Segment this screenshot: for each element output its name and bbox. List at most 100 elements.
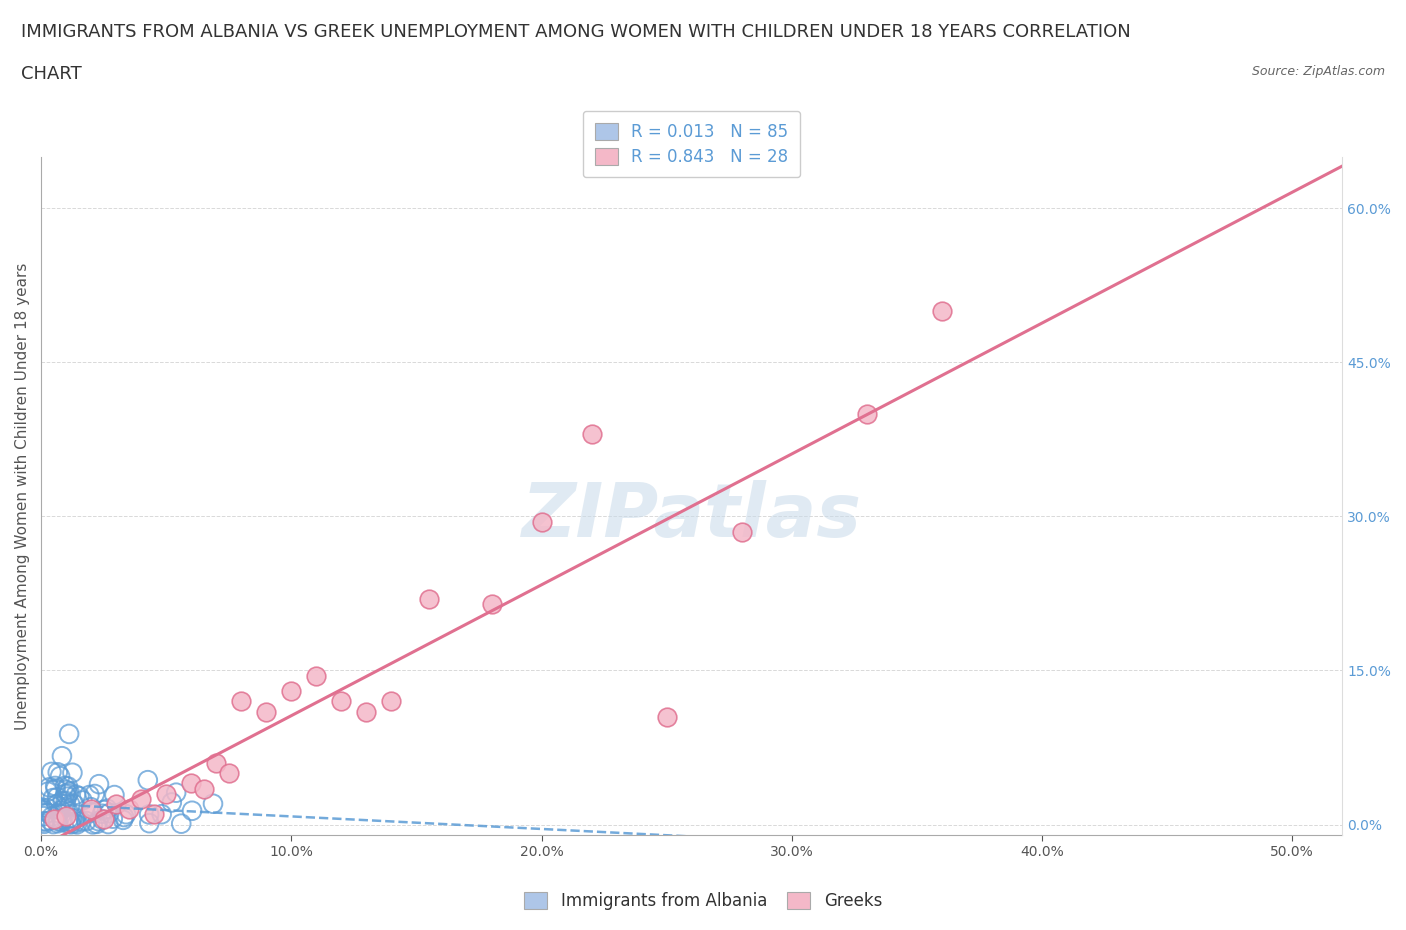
Point — [91, 812, 114, 827]
Point — [48, 805, 70, 820]
Point — [34, 804, 56, 818]
Point — [82, 805, 104, 820]
Point — [856, 406, 879, 421]
Point — [42, 812, 65, 827]
Point — [155, 786, 177, 801]
Point — [37, 801, 59, 816]
Point — [37, 784, 59, 799]
Point — [330, 694, 353, 709]
Point — [118, 802, 141, 817]
Point — [138, 807, 160, 822]
Text: IMMIGRANTS FROM ALBANIA VS GREEK UNEMPLOYMENT AMONG WOMEN WITH CHILDREN UNDER 18: IMMIGRANTS FROM ALBANIA VS GREEK UNEMPLO… — [21, 23, 1130, 41]
Point — [87, 814, 110, 829]
Point — [93, 812, 115, 827]
Point — [136, 773, 159, 788]
Point — [32, 814, 55, 829]
Point — [201, 796, 224, 811]
Point — [58, 786, 80, 801]
Point — [56, 790, 79, 804]
Point — [180, 776, 202, 790]
Legend: R = 0.013   N = 85, R = 0.843   N = 28: R = 0.013 N = 85, R = 0.843 N = 28 — [583, 111, 800, 178]
Point — [91, 806, 114, 821]
Point — [142, 807, 165, 822]
Point — [49, 769, 72, 784]
Point — [112, 813, 135, 828]
Point — [380, 694, 402, 709]
Point — [60, 817, 83, 831]
Point — [72, 793, 94, 808]
Point — [53, 787, 76, 802]
Point — [218, 765, 240, 780]
Point — [60, 815, 83, 830]
Point — [254, 704, 277, 719]
Text: CHART: CHART — [21, 65, 82, 83]
Point — [165, 785, 187, 800]
Point — [55, 809, 77, 824]
Point — [170, 817, 193, 831]
Point — [138, 816, 160, 830]
Point — [193, 781, 215, 796]
Point — [46, 764, 69, 779]
Point — [45, 797, 67, 812]
Point — [79, 788, 101, 803]
Point — [103, 788, 125, 803]
Point — [49, 803, 72, 817]
Point — [356, 704, 378, 719]
Point — [51, 815, 73, 830]
Text: Source: ZipAtlas.com: Source: ZipAtlas.com — [1251, 65, 1385, 78]
Legend: Immigrants from Albania, Greeks: Immigrants from Albania, Greeks — [517, 885, 889, 917]
Point — [46, 816, 69, 830]
Point — [205, 755, 228, 770]
Point — [70, 814, 93, 829]
Point — [62, 765, 84, 780]
Point — [58, 785, 80, 800]
Point — [481, 596, 503, 611]
Point — [280, 684, 302, 698]
Point — [97, 817, 120, 831]
Point — [67, 789, 90, 804]
Point — [98, 805, 121, 820]
Point — [58, 726, 80, 741]
Point — [418, 591, 440, 606]
Point — [83, 787, 105, 802]
Point — [80, 800, 103, 815]
Point — [96, 802, 118, 817]
Text: ZIPatlas: ZIPatlas — [522, 480, 862, 552]
Point — [55, 793, 77, 808]
Point — [93, 803, 115, 817]
Point — [63, 816, 86, 830]
Point — [46, 814, 69, 829]
Point — [87, 777, 110, 791]
Y-axis label: Unemployment Among Women with Children Under 18 years: Unemployment Among Women with Children U… — [15, 262, 30, 729]
Point — [34, 814, 56, 829]
Point — [60, 811, 83, 826]
Point — [44, 778, 66, 793]
Point — [46, 790, 69, 804]
Point — [105, 796, 128, 811]
Point — [181, 804, 204, 818]
Point — [53, 778, 76, 793]
Point — [53, 800, 76, 815]
Point — [58, 811, 80, 826]
Point — [52, 793, 75, 808]
Point — [30, 803, 52, 817]
Point — [82, 817, 104, 831]
Point — [530, 514, 553, 529]
Point — [655, 710, 678, 724]
Point — [160, 795, 183, 810]
Point — [931, 303, 953, 318]
Point — [51, 749, 73, 764]
Point — [65, 788, 87, 803]
Point — [63, 811, 86, 826]
Point — [66, 817, 89, 831]
Point — [112, 810, 135, 825]
Point — [51, 812, 73, 827]
Point — [42, 790, 65, 805]
Point — [59, 797, 82, 812]
Point — [305, 668, 328, 683]
Point — [31, 800, 53, 815]
Point — [86, 817, 108, 831]
Point — [56, 779, 79, 794]
Point — [129, 791, 152, 806]
Point — [58, 817, 80, 831]
